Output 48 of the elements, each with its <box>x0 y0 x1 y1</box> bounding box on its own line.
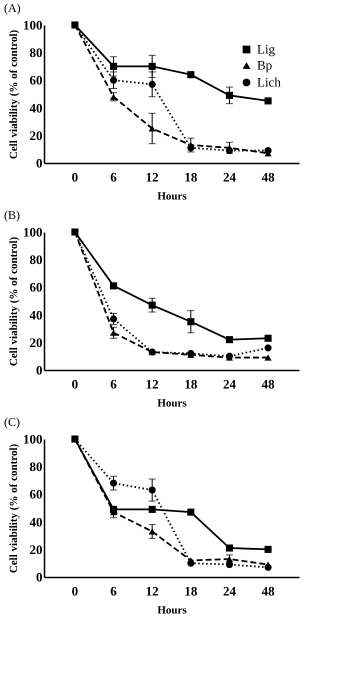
y-tick-label: 80 <box>30 459 42 474</box>
chart-title: (C) <box>4 415 20 429</box>
legend-label: Lig <box>257 42 276 56</box>
x-tick-label: 24 <box>222 376 236 392</box>
y-axis-title: Cell viability (% of control) <box>8 444 20 574</box>
y-tick-label: 20 <box>30 542 42 557</box>
y-tick-label: 60 <box>30 280 42 295</box>
y-tick-label: 80 <box>30 252 42 268</box>
legend-label: Bp <box>257 58 272 72</box>
x-tick-label: 18 <box>184 376 198 392</box>
y-tick-label: 40 <box>30 514 42 530</box>
x-axis-title: Hours <box>157 604 188 616</box>
x-tick-label: 6 <box>110 170 118 184</box>
y-tick-label: 100 <box>23 224 42 240</box>
y-tick-label: 80 <box>30 45 42 60</box>
x-tick-label: 0 <box>72 170 78 184</box>
y-tick-label: 20 <box>30 334 42 350</box>
y-axis-title: Cell viability (% of control) <box>8 30 20 160</box>
x-axis-title: Hours <box>157 190 188 202</box>
y-tick-label: 0 <box>36 570 42 584</box>
y-tick-label: 40 <box>30 100 42 116</box>
x-tick-label: 48 <box>262 376 276 392</box>
x-tick-label: 48 <box>262 170 276 184</box>
x-tick-label: 24 <box>222 584 236 598</box>
y-tick-label: 0 <box>36 362 42 378</box>
y-tick-label: 100 <box>23 432 42 446</box>
x-tick-label: 0 <box>72 584 78 598</box>
x-tick-label: 12 <box>146 170 159 184</box>
y-tick-label: 0 <box>36 156 42 170</box>
x-tick-label: 18 <box>184 584 198 598</box>
y-tick-label: 40 <box>30 307 42 322</box>
chart-title: (A) <box>4 1 21 15</box>
legend-label: Lich <box>257 74 282 90</box>
y-axis-title: Cell viability (% of control) <box>8 236 20 366</box>
chart-title: (B) <box>4 208 20 222</box>
x-tick-label: 6 <box>110 584 118 598</box>
y-tick-label: 60 <box>30 486 42 502</box>
x-tick-label: 0 <box>72 376 78 392</box>
x-tick-label: 12 <box>146 376 159 392</box>
x-tick-label: 18 <box>184 170 198 184</box>
y-tick-label: 60 <box>30 72 42 88</box>
y-tick-label: 100 <box>23 18 42 32</box>
x-tick-label: 12 <box>146 584 159 598</box>
x-axis-title: Hours <box>157 398 188 410</box>
y-tick-label: 20 <box>30 128 42 143</box>
x-tick-label: 48 <box>262 584 276 598</box>
x-tick-label: 6 <box>110 376 118 392</box>
x-tick-label: 24 <box>222 170 236 184</box>
